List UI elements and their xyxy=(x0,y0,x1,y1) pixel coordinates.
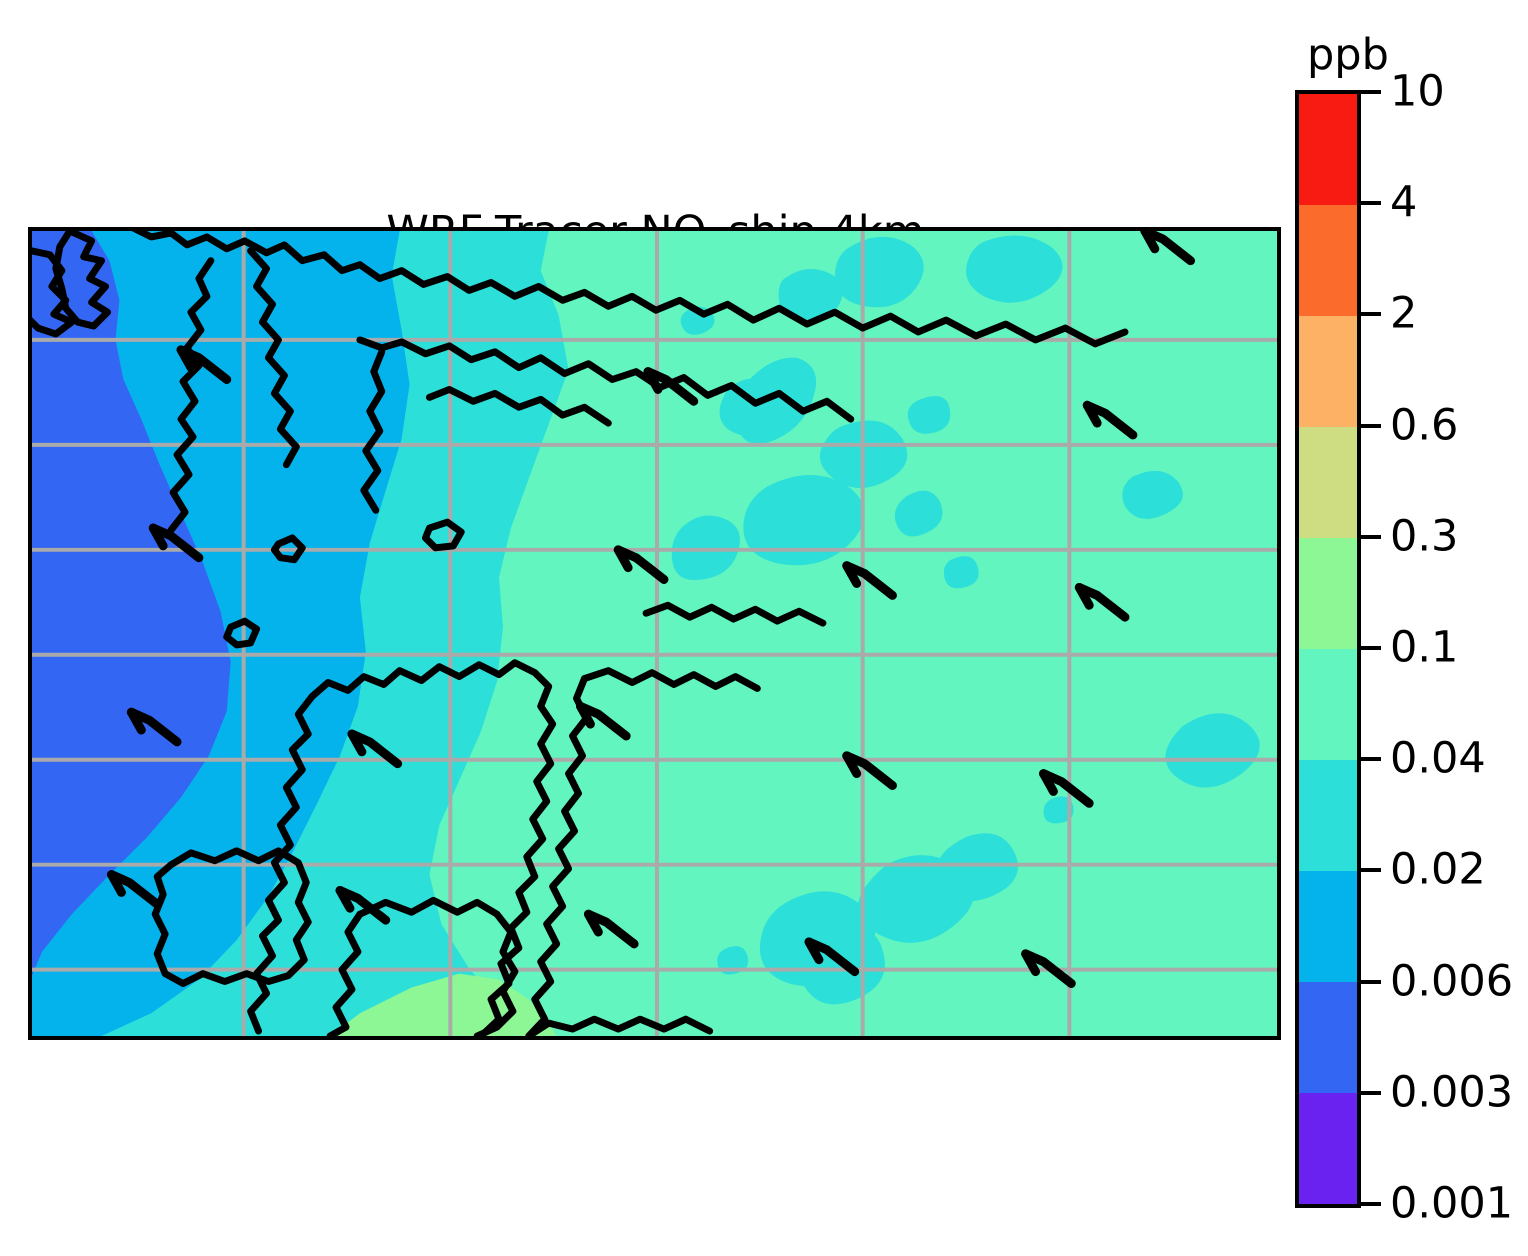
colorbar-band-2-4 xyxy=(1299,204,1357,316)
colorbar-band-0p003-0p006 xyxy=(1299,981,1357,1093)
colorbar-tick-mark xyxy=(1361,868,1381,873)
gridlines xyxy=(32,231,1277,1036)
colorbar-tick-mark xyxy=(1361,979,1381,984)
colorbar-tick-label: 0.003 xyxy=(1390,1067,1514,1118)
wind-barb xyxy=(1140,231,1196,266)
wind-barb xyxy=(842,561,897,600)
colorbar-tick-label: 0.001 xyxy=(1390,1178,1514,1229)
colorbar[interactable] xyxy=(1295,90,1361,1208)
colorbar-band-0p001-0p003 xyxy=(1299,1092,1357,1204)
colorbar-tick-label: 2 xyxy=(1390,288,1418,339)
wind-barb xyxy=(335,885,391,925)
map-plot-area[interactable] xyxy=(28,227,1281,1040)
colorbar-tick-label: 0.04 xyxy=(1390,733,1486,784)
turquoise-patches-east xyxy=(671,235,1260,1005)
colorbar-band-0p1-0p3 xyxy=(1299,537,1357,649)
colorbar-tick-mark xyxy=(1361,534,1381,539)
colorbar-band-4-10 xyxy=(1299,94,1357,205)
colorbar-tick-mark xyxy=(1361,423,1381,428)
wind-barb xyxy=(1039,769,1094,808)
wind-barb xyxy=(107,870,162,909)
colorbar-band-0p6-2 xyxy=(1299,315,1357,427)
map-svg xyxy=(32,231,1277,1036)
wind-barb xyxy=(148,523,204,563)
wind-barb xyxy=(583,909,639,949)
colorbar-tick-mark xyxy=(1361,1090,1381,1095)
wind-barb xyxy=(347,729,403,769)
colorbar-tick-label: 0.006 xyxy=(1390,956,1514,1007)
wind-barb xyxy=(176,345,232,384)
colorbar-tick-mark xyxy=(1361,646,1381,650)
wind-barb xyxy=(126,707,182,747)
wind-barb xyxy=(643,367,699,406)
colorbar-band-0p02-0p04 xyxy=(1299,759,1357,871)
colorbar-tick-label: 4 xyxy=(1390,177,1418,228)
wind-barb xyxy=(576,701,631,741)
colorbar-band-0p3-0p6 xyxy=(1299,426,1357,538)
colorbar-tick-mark xyxy=(1361,90,1381,94)
colorbar-tick-label: 10 xyxy=(1390,66,1445,117)
contour-field xyxy=(32,231,1277,1036)
colorbar-tick-mark xyxy=(1361,757,1381,762)
wind-barb xyxy=(842,751,897,790)
colorbar-tick-mark xyxy=(1361,201,1381,206)
colorbar-tick-mark xyxy=(1361,1202,1381,1206)
wind-barbs xyxy=(107,231,1196,988)
colorbar-band-0p04-0p1 xyxy=(1299,648,1357,760)
colorbar-tick-label: 0.1 xyxy=(1390,622,1459,673)
colorbar-tick-label: 0.3 xyxy=(1390,511,1459,562)
wind-barb xyxy=(613,545,669,584)
coastlines xyxy=(32,231,1129,1036)
wind-barb xyxy=(1021,949,1076,988)
wind-barb xyxy=(804,937,860,977)
colorbar-tick-label: 0.02 xyxy=(1390,844,1486,895)
colorbar-unit-label: ppb xyxy=(1307,30,1389,80)
wind-barb xyxy=(1074,583,1130,622)
colorbar-tick-mark xyxy=(1361,312,1381,317)
colorbar-tick-label: 0.6 xyxy=(1390,400,1459,451)
colorbar-band-0p006-0p02 xyxy=(1299,870,1357,982)
band-0p003-0p006-far-west xyxy=(32,231,231,976)
wind-barb xyxy=(1082,400,1138,440)
